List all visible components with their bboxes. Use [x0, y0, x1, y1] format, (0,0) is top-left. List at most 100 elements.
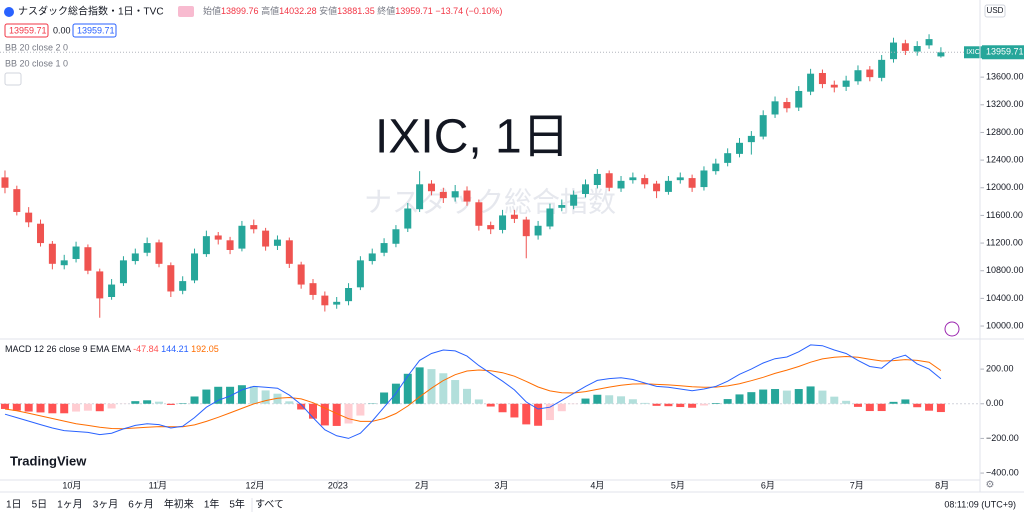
flag-button[interactable] [178, 6, 194, 17]
candle-body [712, 163, 720, 172]
candle-body [818, 72, 826, 85]
macd-histogram-bar [759, 389, 768, 404]
macd-histogram-bar [853, 403, 862, 407]
ohlc-label: 終値 [377, 5, 395, 16]
macd-histogram-bar [95, 403, 104, 412]
macd-y-tick-label: 200.00 [986, 363, 1014, 373]
macd-histogram-bar [237, 385, 246, 404]
candle-body [581, 184, 589, 194]
ohlc-value: 13959.71 [395, 6, 433, 16]
currency-box[interactable] [984, 4, 1006, 18]
candle-body [878, 59, 886, 78]
sell-box[interactable] [4, 23, 49, 38]
ohlc-label: 安値 [319, 5, 337, 16]
candle-body [416, 184, 424, 210]
symbol-icon [4, 7, 14, 17]
symbol-tag [964, 46, 982, 59]
settings-icon[interactable]: ⚙ [986, 480, 995, 491]
buy-box[interactable] [72, 23, 117, 38]
macd-histogram-bar [24, 403, 33, 412]
ohlc-label: 始値 [203, 5, 221, 16]
candle-body [451, 191, 459, 198]
candle-body [534, 225, 542, 236]
candle-body [191, 253, 199, 281]
macd-histogram-bar [131, 401, 140, 404]
macd-histogram-bar [605, 395, 614, 404]
candle-body [214, 235, 222, 240]
candle-body [321, 295, 329, 306]
macd-histogram-bar [36, 403, 45, 413]
candle-body [392, 229, 400, 244]
brand: TradingView [10, 453, 87, 468]
range-button[interactable]: 6ヶ月 [128, 499, 154, 511]
y-tick-label: 10400.00 [986, 293, 1024, 303]
ohlc-label: 高値 [261, 5, 279, 16]
collapse-button[interactable] [4, 72, 22, 86]
x-tick-label: 6月 [761, 480, 775, 490]
ohlc-value: 14032.28 [279, 6, 317, 16]
candle-body [25, 212, 33, 223]
candle-body [356, 260, 364, 288]
range-button[interactable]: 1日 [6, 500, 22, 511]
candle-body [510, 214, 518, 219]
macd-histogram-bar [143, 400, 152, 404]
range-button[interactable]: 5年 [229, 498, 245, 511]
macd-histogram-bar [747, 392, 756, 404]
macd-histogram-bar [356, 403, 365, 416]
macd-histogram-bar [463, 388, 472, 404]
range-button[interactable]: すべて [255, 499, 284, 511]
macd-histogram-bar [735, 394, 744, 404]
macd-histogram-bar [273, 393, 282, 404]
macd-histogram-bar [166, 403, 175, 405]
x-tick-label: 12月 [245, 480, 264, 490]
alert-icon[interactable] [944, 321, 960, 337]
ohlc-value: 13881.35 [337, 6, 375, 16]
candle-body [404, 208, 412, 229]
candle-body [108, 284, 116, 298]
range-button[interactable]: 5日 [32, 500, 48, 511]
range-button[interactable]: 1ヶ月 [57, 499, 83, 511]
macd-histogram-bar [889, 401, 898, 404]
macd-signal-line [4, 355, 942, 430]
range-button[interactable]: 年初来 [164, 498, 194, 511]
macd-histogram-bar [12, 403, 21, 411]
macd-histogram-bar [107, 403, 116, 409]
macd-histogram-bar [332, 403, 341, 426]
range-button[interactable]: 3ヶ月 [93, 499, 119, 511]
candle-body [131, 253, 139, 262]
spread: 0.00 [53, 25, 71, 35]
candle-body [771, 101, 779, 115]
candle-body [84, 247, 92, 271]
y-tick-label: 12800.00 [986, 127, 1024, 137]
candle-body [759, 115, 767, 137]
range-button[interactable]: 1年 [204, 498, 220, 511]
candle-body [202, 236, 210, 255]
indicator-legend: BB 20 close 1 0 [5, 58, 68, 68]
candle-body [439, 191, 447, 199]
candle-body [558, 205, 566, 208]
macd-histogram-bar [72, 403, 81, 412]
indicator-legend: BB 20 close 2 0 [5, 42, 68, 52]
macd-histogram-bar [474, 399, 483, 404]
candle-body [238, 225, 246, 249]
candle-body [807, 73, 815, 92]
candle-body [487, 225, 495, 230]
macd-histogram-bar [510, 403, 519, 418]
macd-histogram-bar [320, 403, 329, 426]
macd-y-tick-label: −200.00 [986, 433, 1019, 443]
candle-body [60, 260, 68, 266]
macd-histogram-bar [676, 403, 685, 408]
candle-body [593, 173, 601, 185]
x-tick-label: 10月 [62, 480, 81, 490]
macd-histogram-bar [711, 403, 720, 404]
macd-histogram-bar [214, 386, 223, 404]
candle-body [143, 243, 151, 253]
macd-histogram-bar [830, 396, 839, 404]
macd-histogram-bar [806, 386, 815, 404]
macd-histogram-bar [794, 389, 803, 404]
clock: 08:11:09 (UTC+9) [944, 499, 1016, 509]
candle-body [664, 180, 672, 192]
watermark-symbol: IXIC, 1日 [375, 111, 570, 164]
macd-histogram-bar [771, 389, 780, 404]
